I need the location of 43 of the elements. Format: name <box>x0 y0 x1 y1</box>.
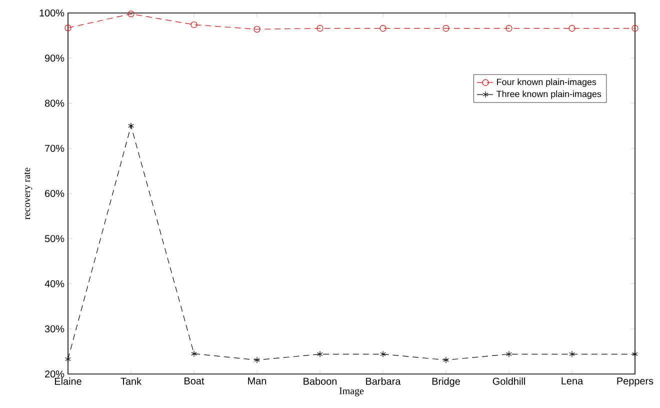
y-tick-label: 40% <box>44 280 64 288</box>
point <box>316 25 324 32</box>
point <box>317 350 323 358</box>
y-tick-label: 100% <box>40 9 64 17</box>
x-tick-label: Goldhill <box>492 378 525 385</box>
point <box>442 25 450 32</box>
x-tick-label: Barbara <box>366 378 401 385</box>
point <box>64 24 72 32</box>
point <box>128 122 134 130</box>
x-tick-label: Elaine <box>54 378 82 385</box>
point <box>191 350 197 357</box>
x-tick-label: Man <box>248 378 266 384</box>
y-tick-label: 70% <box>45 144 64 152</box>
y-tick-label: 90% <box>45 54 64 62</box>
point <box>380 25 386 32</box>
y-tick-label: 50% <box>44 235 64 242</box>
y-tick-label: 80% <box>44 100 64 107</box>
x-tick-label: Baboon <box>304 378 337 385</box>
x-tick-label: Peppers <box>617 378 654 386</box>
x-axis-title: Image <box>339 388 364 396</box>
point <box>506 25 512 32</box>
point <box>190 21 198 28</box>
point <box>443 356 449 364</box>
x-tick-label: Boat <box>184 378 204 384</box>
point <box>128 10 134 18</box>
x-tick-label: Tank <box>120 378 142 385</box>
point <box>632 350 638 358</box>
legend-label: Three known plain-images <box>496 90 602 99</box>
point <box>65 356 71 362</box>
legend-label: Four known plain-images <box>497 78 596 87</box>
point <box>254 26 260 33</box>
y-tick-label: 30% <box>44 325 64 332</box>
x-tick-label: Bridge <box>432 378 460 387</box>
y-tick-label: 20% <box>45 370 64 378</box>
point <box>506 350 512 358</box>
y-axis-title: recovery rate <box>24 168 32 220</box>
y-tick-label: 60% <box>45 190 64 198</box>
point <box>380 350 386 358</box>
point <box>568 25 576 32</box>
point <box>632 25 638 32</box>
point <box>569 350 575 358</box>
x-tick-label: Lena <box>562 378 584 384</box>
point <box>254 356 260 364</box>
